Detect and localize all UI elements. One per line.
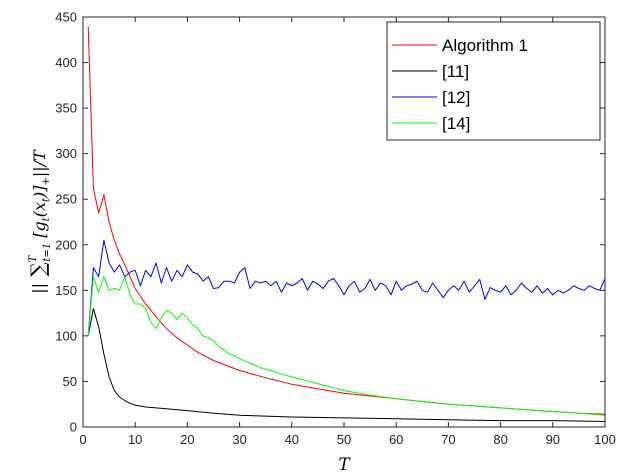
x-tick-label: 80 xyxy=(493,432,507,447)
x-tick-label: 10 xyxy=(128,432,142,447)
x-tick-label: 100 xyxy=(594,432,616,447)
legend-label: Algorithm 1 xyxy=(442,36,528,55)
y-tick-label: 300 xyxy=(55,146,77,161)
y-tick-label: 400 xyxy=(55,55,77,70)
x-tick-label: 30 xyxy=(232,432,246,447)
y-axis-label: || ∑T t=1 [gt(xt)]+||/T xyxy=(26,149,53,294)
x-tick-label: 40 xyxy=(285,432,299,447)
y-tick-label: 50 xyxy=(63,374,77,389)
y-tick-label: 150 xyxy=(55,283,77,298)
y-tick-label: 350 xyxy=(55,101,77,116)
legend: Algorithm 1 [11] [12] [14] xyxy=(387,22,600,140)
y-tick-label: 250 xyxy=(55,192,77,207)
x-tick-label: 50 xyxy=(337,432,351,447)
legend-label: [14] xyxy=(442,114,470,133)
y-tick-label: 200 xyxy=(55,237,77,252)
x-tick-label: 70 xyxy=(441,432,455,447)
legend-label: [12] xyxy=(442,88,470,107)
x-axis-label: T xyxy=(338,455,351,475)
y-tick-label: 100 xyxy=(55,328,77,343)
svg-text:|| ∑Tt=1 [gt(xt)]+||/T: || ∑T t=1 [gt(xt)]+||/T xyxy=(26,149,53,294)
y-tick-label: 450 xyxy=(55,10,77,25)
y-tick-label: 0 xyxy=(70,420,77,435)
x-tick-label: 60 xyxy=(389,432,403,447)
legend-label: [11] xyxy=(442,62,469,81)
x-tick-label: 0 xyxy=(79,432,86,447)
x-tick-label: 20 xyxy=(180,432,194,447)
x-tick-label: 90 xyxy=(546,432,560,447)
